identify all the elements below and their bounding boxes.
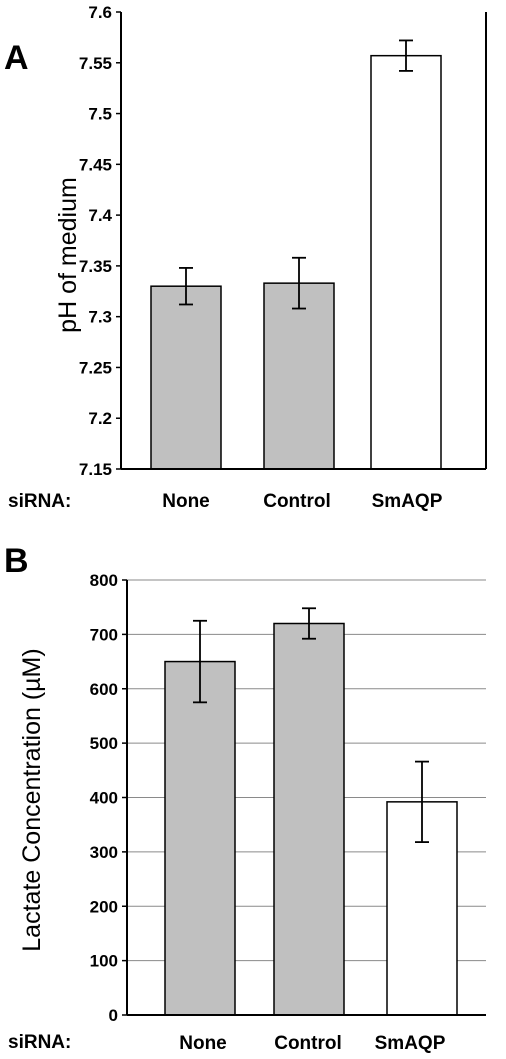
panel-a-label: A <box>4 39 29 77</box>
panel-b-y-tick-label: 100 <box>90 952 118 971</box>
panel-a-y-tick-label: 7.2 <box>88 409 112 428</box>
panel-a-category-label: None <box>162 491 210 512</box>
panel-b-y-tick-label: 800 <box>90 571 118 590</box>
panel-a-y-tick-label: 7.35 <box>79 257 112 276</box>
panel-a-y-tick-label: 7.55 <box>79 54 112 73</box>
panel-a-bar-none <box>150 285 222 470</box>
panel-a-category-axis-label: siRNA: <box>8 491 71 512</box>
panel-a-y-tick-label: 7.4 <box>88 206 112 225</box>
panel-b-category-label: SmAQP <box>375 1033 446 1054</box>
panel-a-category-label: SmAQP <box>372 491 443 512</box>
panel-b-y-tick-label: 700 <box>90 625 118 644</box>
panel-b-chart: B Lactate Concentration (µM) siRNA: 0 100… <box>4 542 486 1054</box>
panel-b-y-tick-label: 400 <box>90 789 118 808</box>
panel-b-category-label: None <box>179 1033 227 1054</box>
panel-b-bar-control <box>273 622 345 1016</box>
panel-b-category-label: Control <box>274 1033 342 1054</box>
panel-a-bar-control <box>263 282 335 470</box>
panel-a-y-tick-label: 7.45 <box>79 155 112 174</box>
panel-b-y-tick-label: 300 <box>90 843 118 862</box>
panel-a-bar-smaqp <box>370 54 442 470</box>
panel-b-category-axis-label: siRNA: <box>8 1032 71 1053</box>
panel-a-y-tick-label: 7.3 <box>88 308 112 327</box>
panel-a-y-tick-label: 7.5 <box>88 105 112 124</box>
panel-b-bar-none <box>164 660 236 1016</box>
panel-b-y-tick-label: 200 <box>90 897 118 916</box>
panel-a-y-tick-label: 7.25 <box>79 358 112 377</box>
panel-a-y-axis-label: pH of medium <box>54 177 82 333</box>
panel-b-label: B <box>4 542 29 580</box>
panel-a-y-tick-label: 7.6 <box>88 3 112 22</box>
panel-b-y-tick-label: 500 <box>90 734 118 753</box>
panel-a-category-label: Control <box>263 491 331 512</box>
panel-b-y-axis-label: Lactate Concentration (µM) <box>18 648 46 951</box>
panel-b-y-tick-label: 0 <box>109 1006 118 1025</box>
panel-a-chart: A pH of medium siRNA: 7.15 7.2 7.25 7.3 7.35… <box>4 3 487 512</box>
panel-b-y-tick-label: 600 <box>90 680 118 699</box>
panel-a-y-tick-label: 7.15 <box>79 460 112 479</box>
